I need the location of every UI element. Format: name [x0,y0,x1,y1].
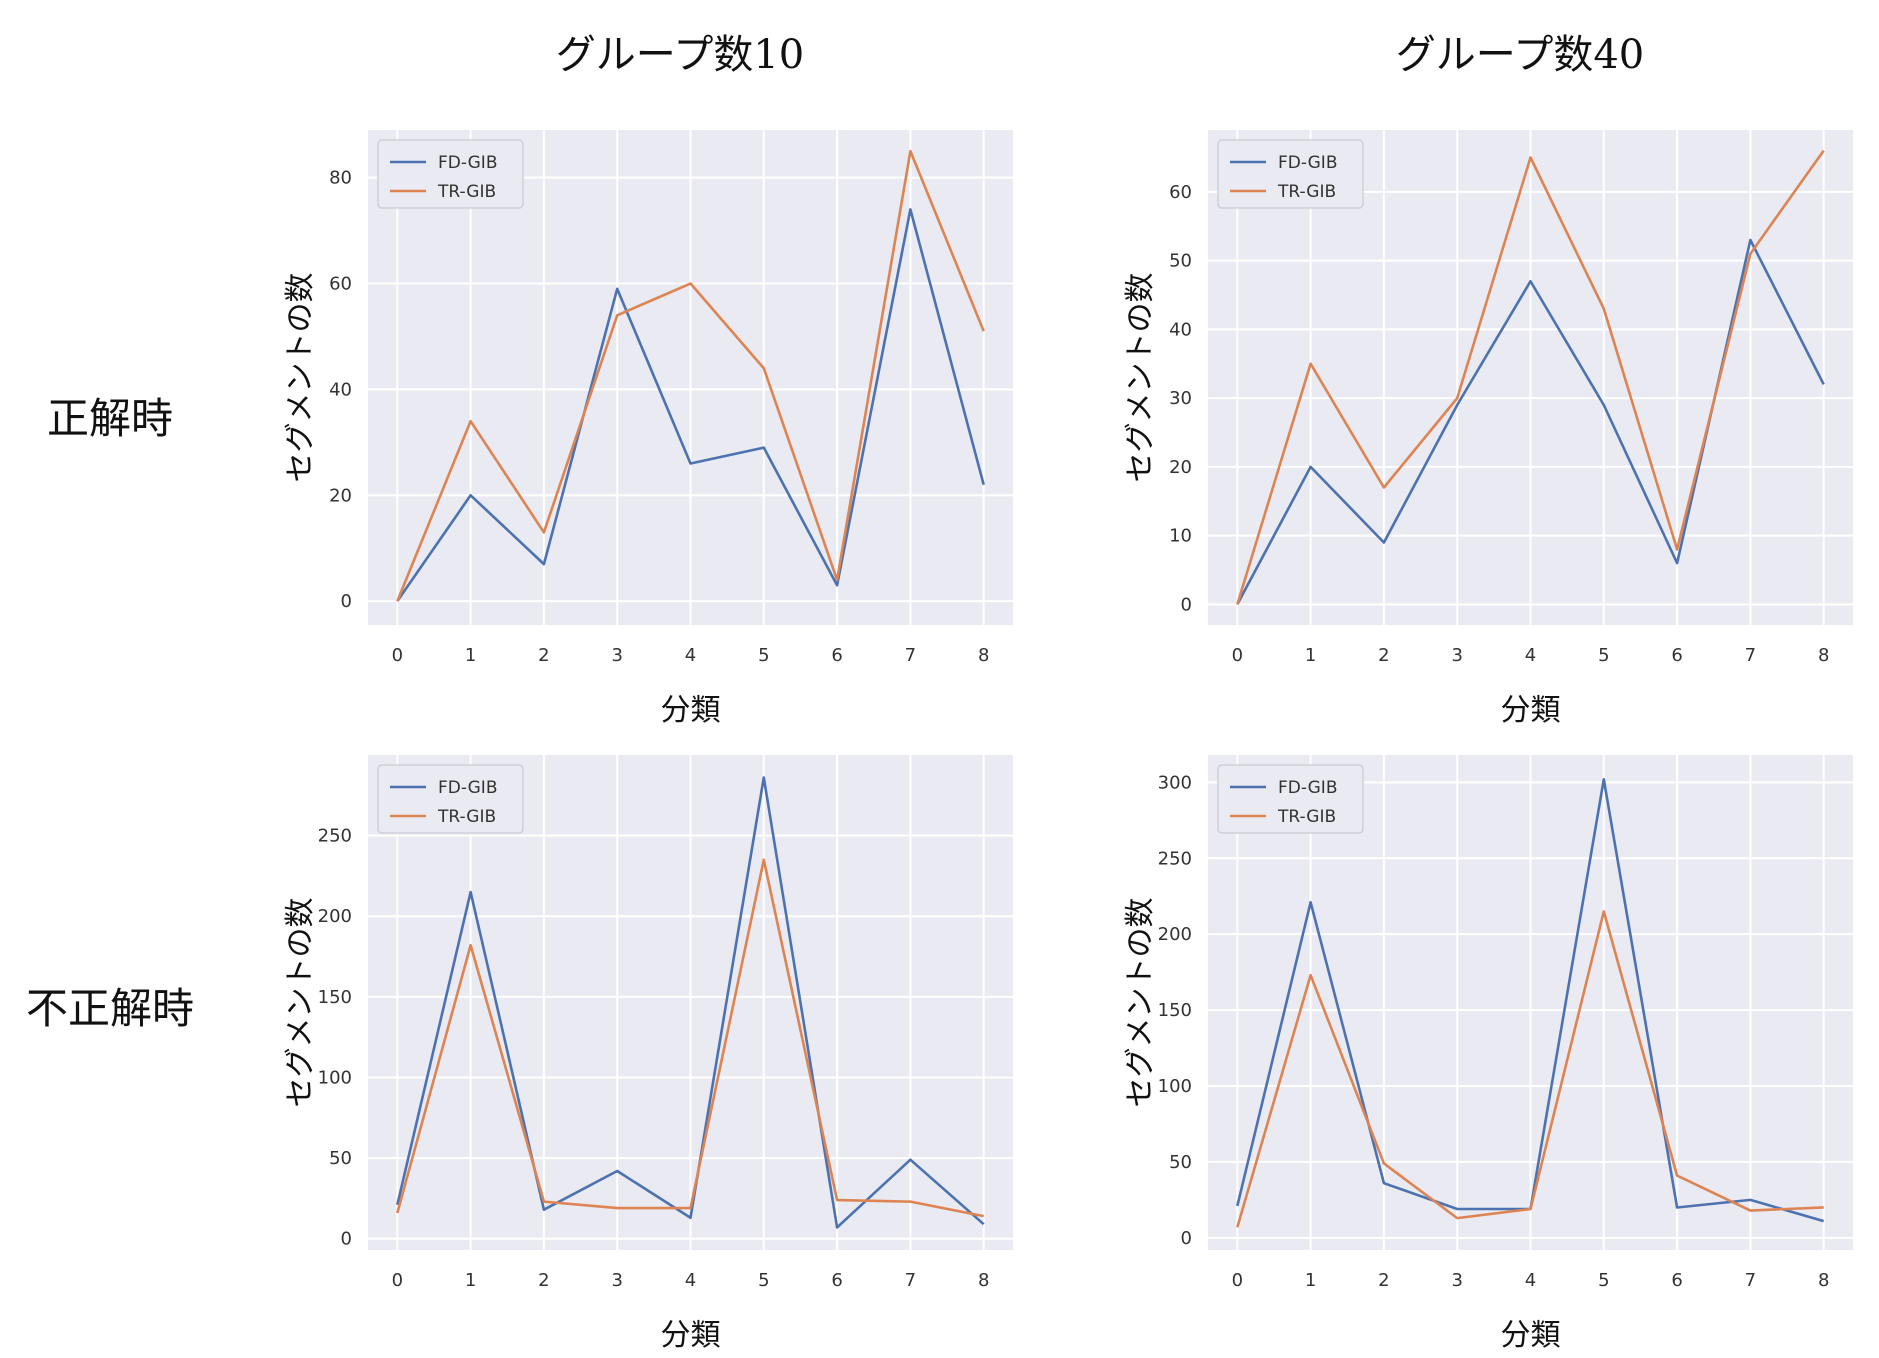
row-title-correct: 正解時 [46,394,173,443]
legend: FD-GIB TR-GIB [377,139,524,209]
x-tick-label: 1 [1305,1270,1316,1291]
x-tick-label: 2 [538,1270,549,1291]
y-tick-label: 250 [318,826,352,847]
series-line-tr-gib [1236,149,1825,605]
y-tick-label: 30 [1169,388,1192,409]
legend-label-tr-gib: TR-GIB [437,807,496,827]
y-tick-label: 50 [329,1148,352,1169]
x-tick-label: 0 [1232,645,1243,666]
y-tick-label: 100 [318,1067,352,1088]
y-tick-label: 10 [1169,526,1192,547]
x-tick-label: 8 [1818,1270,1829,1291]
legend: FD-GIB TR-GIB [377,764,524,834]
x-tick-label: 6 [831,645,842,666]
y-axis-label: セグメントの数 [283,898,318,1108]
y-tick-label: 20 [1169,457,1192,478]
chart-panel-correct-g40: 0 1 2 3 4 5 6 7 8 0 10 20 30 40 50 60 FD-GIB TR-GIB 分類 セグメン… [1100,110,1879,730]
y-tick-label: 60 [1169,182,1192,203]
x-axis-label: 分類 [661,693,721,728]
x-tick-label: 8 [978,1270,989,1291]
x-tick-label: 6 [1671,645,1682,666]
x-tick-label: 4 [685,645,696,666]
x-tick-label: 6 [831,1270,842,1291]
x-axis-label: 分類 [1501,1318,1561,1353]
x-tick-label: 3 [611,645,622,666]
x-tick-label: 0 [1232,1270,1243,1291]
chart-panel-correct-g10: 0 1 2 3 4 5 6 7 8 0 20 40 60 80 FD-GIB TR-GIB 分類 セグメントの数 [260,110,1060,730]
series-line-tr-gib [1236,910,1824,1228]
chart-panel-incorrect-g40: 0 1 2 3 4 5 6 7 8 0 50 100 150 200 250 300 FD-GIB TR-GIB 分… [1100,735,1879,1355]
column-title-groups-40: グループ数40 [1395,32,1645,78]
y-axis-label: セグメントの数 [1123,273,1158,483]
x-tick-label: 2 [538,645,549,666]
legend-label-tr-gib: TR-GIB [1277,807,1336,827]
x-tick-label: 7 [1745,645,1756,666]
y-tick-label: 0 [1181,1228,1192,1249]
chart-correct-g40: 0 1 2 3 4 5 6 7 8 0 10 20 30 40 50 60 FD-GIB TR-GIB 分類 セグメン… [1123,130,1853,728]
x-tick-label: 7 [905,1270,916,1291]
legend-label-fd-gib: FD-GIB [438,153,497,173]
series-line-tr-gib [396,858,984,1218]
y-tick-label: 40 [329,379,352,400]
x-tick-label: 1 [1305,645,1316,666]
x-tick-label: 8 [978,645,989,666]
y-tick-label: 150 [1158,1000,1192,1021]
x-tick-label: 5 [1598,645,1609,666]
chart-incorrect-g40: 0 1 2 3 4 5 6 7 8 0 50 100 150 200 250 300 FD-GIB TR-GIB 分… [1123,755,1853,1353]
column-title-groups-10: グループ数10 [555,32,805,78]
legend-label-tr-gib: TR-GIB [1277,182,1336,202]
legend-label-tr-gib: TR-GIB [437,182,496,202]
y-tick-label: 0 [1181,594,1192,615]
legend-label-fd-gib: FD-GIB [438,778,497,798]
y-tick-label: 50 [1169,251,1192,272]
legend-label-fd-gib: FD-GIB [1278,153,1337,173]
x-tick-label: 8 [1818,645,1829,666]
chart-panel-incorrect-g10: 0 1 2 3 4 5 6 7 8 0 50 100 150 200 250 FD-GIB TR-GIB 分類 セグ… [260,735,1060,1355]
x-axis-label: 分類 [661,1318,721,1353]
x-tick-label: 1 [465,1270,476,1291]
x-tick-label: 5 [1598,1270,1609,1291]
y-tick-label: 80 [329,168,352,189]
series-line-fd-gib [396,208,985,602]
series-line-fd-gib [396,776,985,1229]
y-tick-label: 300 [1158,772,1192,793]
x-tick-label: 1 [465,645,476,666]
x-tick-label: 0 [392,645,403,666]
x-tick-label: 2 [1378,645,1389,666]
x-tick-label: 2 [1378,1270,1389,1291]
x-tick-label: 5 [758,1270,769,1291]
legend-label-fd-gib: FD-GIB [1278,778,1337,798]
x-axis-label: 分類 [1501,693,1561,728]
y-tick-label: 0 [341,1229,352,1250]
x-tick-label: 5 [758,645,769,666]
x-tick-label: 3 [1451,1270,1462,1291]
row-title-incorrect: 不正解時 [25,984,194,1033]
y-tick-label: 200 [1158,924,1192,945]
legend: FD-GIB TR-GIB [1217,139,1364,209]
x-tick-label: 3 [611,1270,622,1291]
x-tick-label: 4 [1525,1270,1536,1291]
y-axis-label: セグメントの数 [1123,898,1158,1108]
x-tick-label: 4 [1525,645,1536,666]
series-line-tr-gib [396,149,985,602]
y-tick-label: 50 [1169,1152,1192,1173]
y-tick-label: 40 [1169,319,1192,340]
y-tick-label: 60 [329,274,352,295]
x-tick-label: 7 [905,645,916,666]
y-tick-label: 0 [341,591,352,612]
x-tick-label: 3 [1451,645,1462,666]
y-tick-label: 250 [1158,848,1192,869]
legend: FD-GIB TR-GIB [1217,764,1364,834]
x-tick-label: 4 [685,1270,696,1291]
x-tick-label: 0 [392,1270,403,1291]
x-tick-label: 7 [1745,1270,1756,1291]
y-tick-label: 20 [329,485,352,506]
x-tick-label: 6 [1671,1270,1682,1291]
chart-incorrect-g10: 0 1 2 3 4 5 6 7 8 0 50 100 150 200 250 FD-GIB TR-GIB 分類 セグ… [283,755,1013,1353]
y-tick-label: 100 [1158,1076,1192,1097]
y-axis-label: セグメントの数 [283,273,318,483]
y-tick-label: 150 [318,987,352,1008]
y-tick-label: 200 [318,906,352,927]
